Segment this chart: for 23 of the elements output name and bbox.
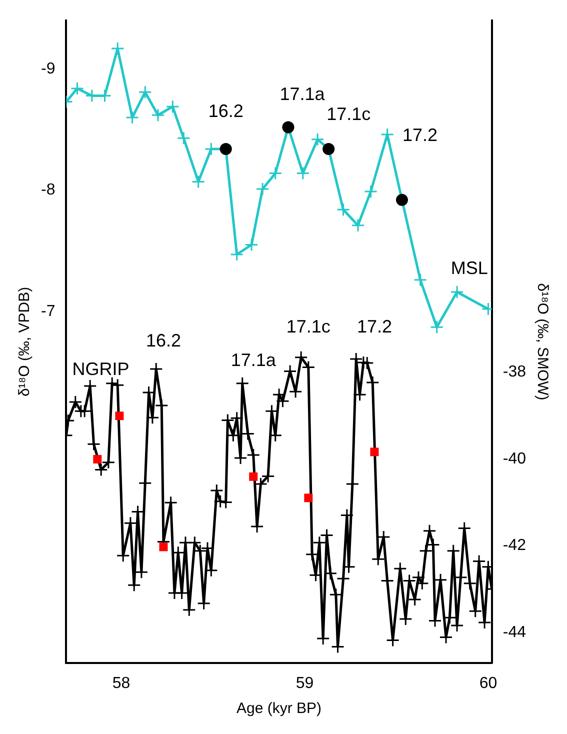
series-label: NGRIP [72, 358, 130, 379]
x-axis-title: Age (kyr BP) [236, 700, 322, 718]
x-tick-label: 58 [112, 674, 130, 692]
y-tick-label: -7 [40, 302, 56, 320]
y2-tick-label: -44 [502, 624, 526, 641]
annotation: 17.1a [230, 350, 277, 370]
y2-tick-label: -42 [502, 537, 526, 554]
x-tick-label: 60 [479, 674, 498, 692]
y2-tick-label: -38 [502, 363, 526, 380]
annotation: 17.1a [280, 84, 326, 104]
annotation: 17.1c [326, 104, 371, 124]
annotation: 17.1c [286, 316, 330, 337]
y2-axis-title: δ¹⁸O (‰, SMOW) [534, 283, 551, 400]
annotation: 17.2 [402, 124, 438, 145]
series-label: MSL [450, 258, 488, 278]
y2-tick-label: -40 [502, 450, 526, 468]
y-axis-title: δ¹⁸O (‰, VPDB) [16, 286, 34, 397]
annotation: 16.2 [208, 101, 244, 122]
annotation: 17.2 [356, 316, 392, 337]
y-tick-label: -8 [40, 182, 56, 199]
x-tick-label: 59 [296, 674, 314, 692]
y-tick-label: -9 [40, 60, 56, 78]
annotation: 16.2 [146, 330, 181, 351]
